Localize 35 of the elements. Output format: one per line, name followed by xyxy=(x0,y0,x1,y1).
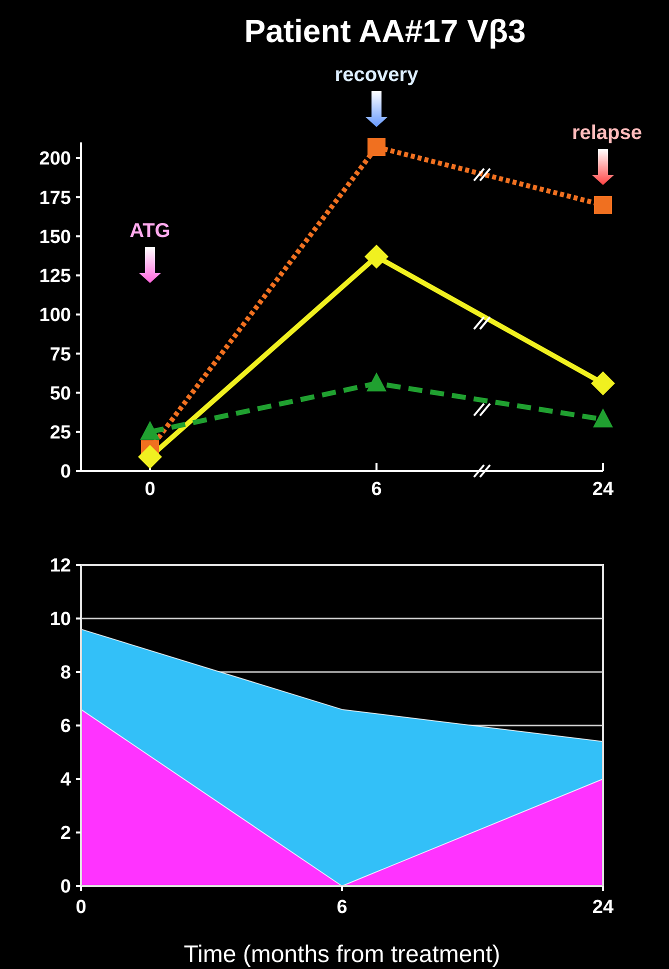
y-tick-label: 125 xyxy=(39,266,72,288)
y-tick-label: 50 xyxy=(50,383,71,404)
y-tick-label: 150 xyxy=(39,226,71,248)
x-tick-label: 6 xyxy=(371,479,382,500)
x-tick-label: 24 xyxy=(592,897,614,918)
point xyxy=(368,138,386,156)
y-tick-label: 25 xyxy=(50,422,72,444)
y-tick-label: 12 xyxy=(50,556,71,577)
y-tick-label: 2 xyxy=(60,823,71,844)
x-tick-label: 0 xyxy=(144,479,156,500)
y-tick-label: 4 xyxy=(60,770,72,791)
y-tick-label: 10 xyxy=(50,609,71,630)
y-tick-label: 8 xyxy=(60,662,71,684)
point xyxy=(140,420,160,440)
y-tick-label: 75 xyxy=(50,344,72,366)
y-tick-label: 6 xyxy=(60,716,71,738)
point xyxy=(591,371,615,396)
point xyxy=(138,444,162,469)
y-tick-label: 200 xyxy=(39,148,71,170)
point xyxy=(594,196,612,214)
point xyxy=(366,372,386,392)
point xyxy=(364,244,388,269)
y-tick-label: 0 xyxy=(60,462,71,483)
y-tick-label: 175 xyxy=(39,188,72,209)
point xyxy=(593,408,613,428)
text: recovery xyxy=(334,64,420,86)
x-axis-title: Time (months from treatment) xyxy=(184,941,500,968)
y-tick-label: 100 xyxy=(39,305,71,326)
y-tick-label: 0 xyxy=(60,876,71,898)
annotation: ATG xyxy=(130,220,170,242)
annotation: relapse xyxy=(572,122,642,144)
x-tick-label: 0 xyxy=(76,897,86,918)
x-tick-label: 24 xyxy=(592,479,614,500)
x-tick-label: 6 xyxy=(336,897,348,918)
chart-title: Patient AA#17 Vβ3 xyxy=(244,13,526,49)
